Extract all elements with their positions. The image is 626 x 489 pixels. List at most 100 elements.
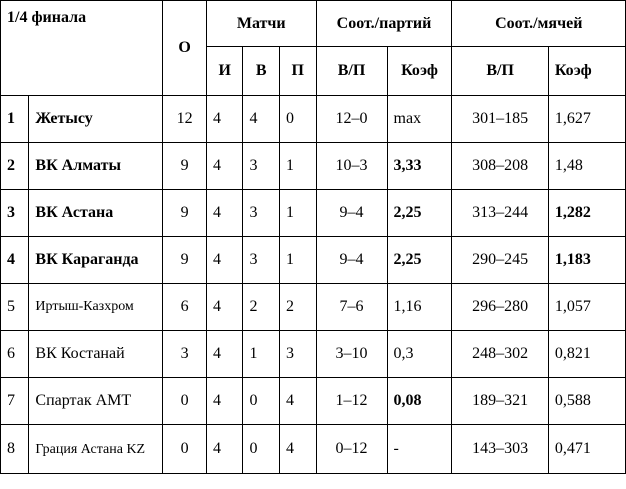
table-row: 1 Жетысу 12 4 4 0 12–0 max 301–185 1,627 <box>0 95 626 143</box>
won-cell: 0 <box>242 424 280 474</box>
lost-cell: 1 <box>279 236 317 284</box>
sets-cell: 3–10 <box>315 330 388 378</box>
won-cell: 2 <box>242 283 280 331</box>
balls-coef-header: Коэф <box>547 46 626 96</box>
position-cell: 5 <box>0 283 30 331</box>
balls-coef-cell: 0,821 <box>547 330 626 378</box>
team-cell: Спартак АМТ <box>28 377 164 425</box>
balls-coef-cell: 1,48 <box>547 142 626 190</box>
played-cell: 4 <box>205 283 244 331</box>
team-cell: ВК Астана <box>28 189 164 237</box>
sets-cell: 12–0 <box>315 95 388 143</box>
won-cell: 3 <box>242 189 280 237</box>
table-row: 8 Грация Астана KZ 0 4 0 4 0–12 - 143–30… <box>0 424 626 474</box>
played-cell: 4 <box>205 95 244 143</box>
lost-cell: 1 <box>279 142 317 190</box>
position-cell: 1 <box>0 95 30 143</box>
balls-cell: 308–208 <box>451 142 549 190</box>
team-cell: ВК Костанай <box>28 330 164 378</box>
lost-cell: 3 <box>279 330 317 378</box>
points-cell: 3 <box>162 330 207 378</box>
sets-cell: 9–4 <box>315 189 388 237</box>
balls-group-header: Соот./мячей <box>451 0 626 47</box>
standings-table: 1/4 финала О Матчи Соот./партий Соот./мя… <box>0 0 626 474</box>
lost-cell: 0 <box>279 95 317 143</box>
sets-coef-header: Коэф <box>386 46 453 96</box>
played-cell: 4 <box>205 142 244 190</box>
played-cell: 4 <box>205 377 244 425</box>
sets-cell: 10–3 <box>315 142 388 190</box>
balls-coef-cell: 1,057 <box>547 283 626 331</box>
points-cell: 6 <box>162 283 207 331</box>
lost-cell: 4 <box>279 424 317 474</box>
header-row-sub: И В П В/П Коэф В/П Коэф <box>1 46 626 96</box>
balls-cell: 313–244 <box>451 189 549 237</box>
position-cell: 3 <box>0 189 30 237</box>
balls-cell: 296–280 <box>451 283 549 331</box>
balls-coef-cell: 1,627 <box>547 95 626 143</box>
won-cell: 4 <box>242 95 280 143</box>
balls-cell: 143–303 <box>451 424 549 474</box>
stage-header: 1/4 финала <box>0 0 164 96</box>
table-row: 6 ВК Костанай 3 4 1 3 3–10 0,3 248–302 0… <box>0 330 626 378</box>
points-cell: 9 <box>162 236 207 284</box>
balls-coef-cell: 0,471 <box>547 424 626 474</box>
balls-wl-header: В/П <box>451 46 549 96</box>
won-cell: 0 <box>242 377 280 425</box>
table-row: 5 Иртыш-Казхром 6 4 2 2 7–6 1,16 296–280… <box>0 283 626 331</box>
balls-coef-cell: 1,183 <box>547 236 626 284</box>
table-row: 3 ВК Астана 9 4 3 1 9–4 2,25 313–244 1,2… <box>0 189 626 237</box>
won-cell: 3 <box>242 142 280 190</box>
points-cell: 12 <box>162 95 207 143</box>
won-header: В <box>242 46 280 96</box>
sets-coef-cell: max <box>386 95 453 143</box>
played-cell: 4 <box>205 189 244 237</box>
position-cell: 8 <box>0 424 30 474</box>
header-row-top: 1/4 финала О Матчи Соот./партий Соот./мя… <box>0 0 626 96</box>
sets-cell: 9–4 <box>315 236 388 284</box>
points-cell: 9 <box>162 189 207 237</box>
team-cell: Грация Астана KZ <box>28 424 164 474</box>
balls-coef-cell: 1,282 <box>547 189 626 237</box>
sets-wl-header: В/П <box>315 46 388 96</box>
sets-cell: 1–12 <box>315 377 388 425</box>
points-header: О <box>162 0 207 96</box>
lost-cell: 4 <box>279 377 317 425</box>
lost-cell: 2 <box>279 283 317 331</box>
sets-coef-cell: 3,33 <box>386 142 453 190</box>
team-cell: Иртыш-Казхром <box>28 283 164 331</box>
balls-cell: 301–185 <box>451 95 549 143</box>
balls-cell: 248–302 <box>451 330 549 378</box>
lost-header: П <box>279 46 317 96</box>
position-cell: 4 <box>0 236 30 284</box>
team-cell: Жетысу <box>28 95 164 143</box>
won-cell: 3 <box>242 236 280 284</box>
points-cell: 0 <box>162 377 207 425</box>
balls-coef-cell: 0,588 <box>547 377 626 425</box>
table-row: 4 ВК Караганда 9 4 3 1 9–4 2,25 290–245 … <box>0 236 626 284</box>
position-cell: 6 <box>0 330 30 378</box>
sets-cell: 7–6 <box>315 283 388 331</box>
won-cell: 1 <box>242 330 280 378</box>
table-row: 7 Спартак АМТ 0 4 0 4 1–12 0,08 189–321 … <box>0 377 626 425</box>
sets-coef-cell: 1,16 <box>386 283 453 331</box>
team-cell: ВК Алматы <box>28 142 164 190</box>
sets-coef-cell: 2,25 <box>386 236 453 284</box>
sets-group-header: Соот./партий <box>315 0 453 47</box>
played-cell: 4 <box>205 330 244 378</box>
played-cell: 4 <box>205 236 244 284</box>
sets-coef-cell: 0,08 <box>386 377 453 425</box>
sets-coef-cell: 0,3 <box>386 330 453 378</box>
points-cell: 9 <box>162 142 207 190</box>
table-row: 2 ВК Алматы 9 4 3 1 10–3 3,33 308–208 1,… <box>0 142 626 190</box>
played-cell: 4 <box>205 424 244 474</box>
points-cell: 0 <box>162 424 207 474</box>
matches-header: Матчи <box>205 0 317 47</box>
balls-cell: 290–245 <box>451 236 549 284</box>
sets-coef-cell: 2,25 <box>386 189 453 237</box>
lost-cell: 1 <box>279 189 317 237</box>
position-cell: 2 <box>0 142 30 190</box>
position-cell: 7 <box>0 377 30 425</box>
played-header: И <box>205 46 244 96</box>
sets-cell: 0–12 <box>315 424 388 474</box>
